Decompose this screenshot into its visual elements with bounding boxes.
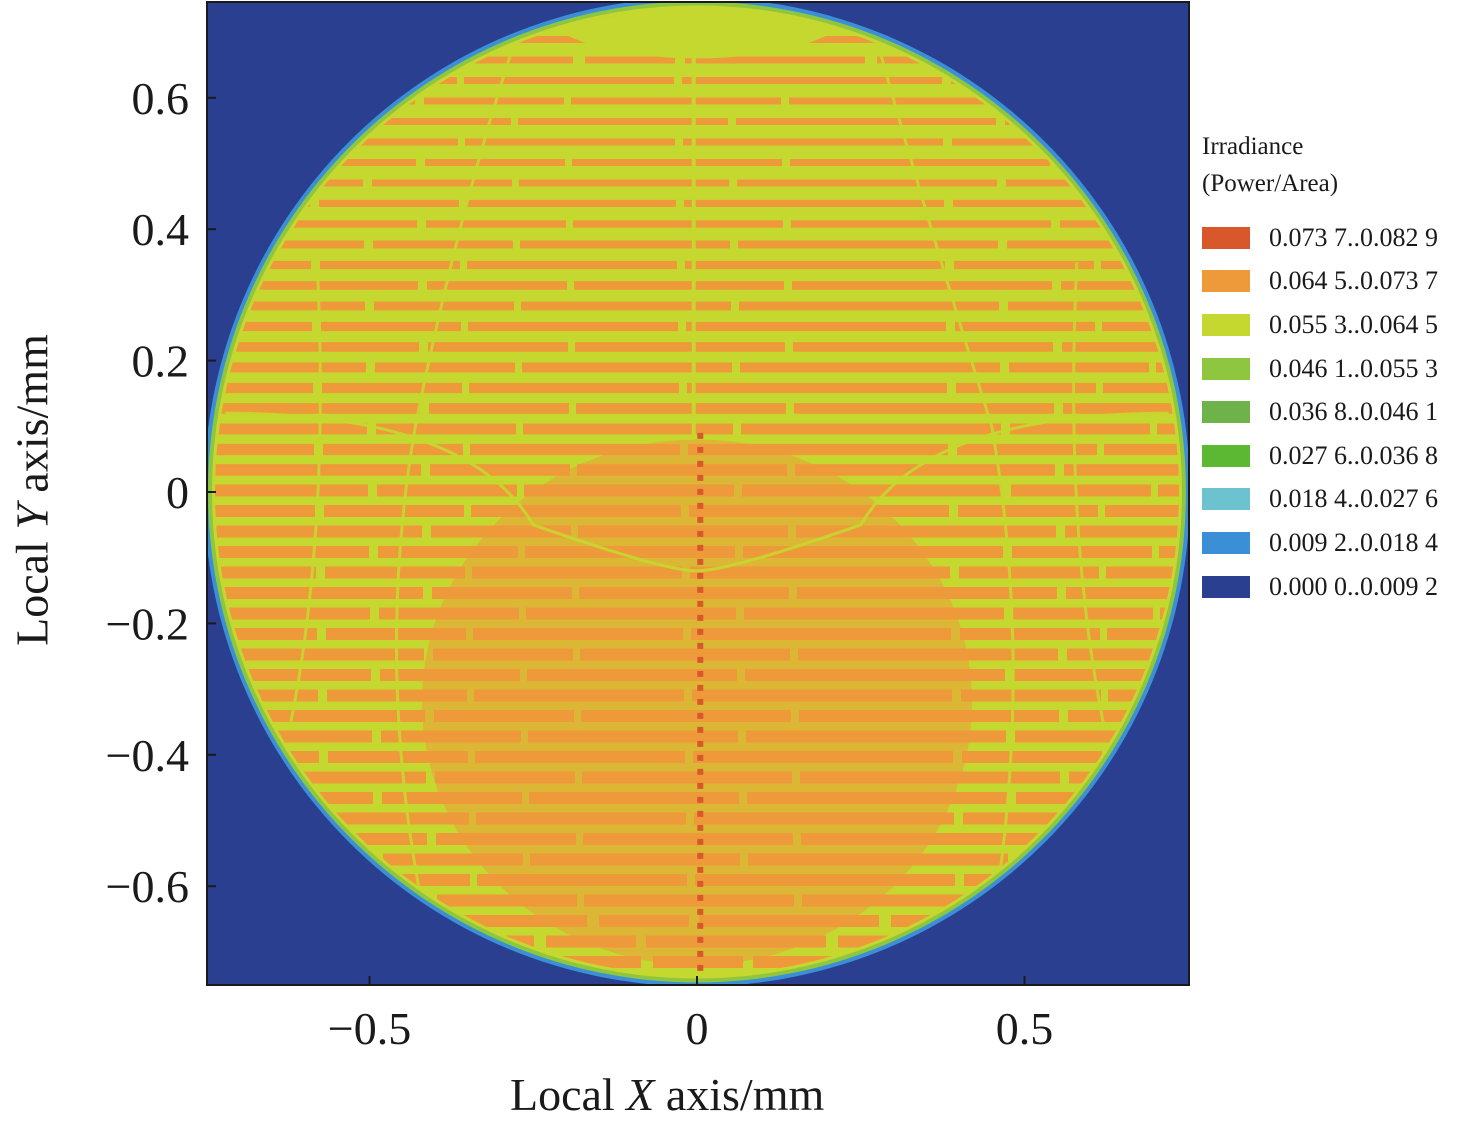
legend-swatch [1202, 575, 1250, 598]
contour-arc [696, 411, 1169, 573]
legend-title-line-1: Irradiance [1202, 133, 1304, 160]
contour-arc [225, 411, 698, 573]
legend-item: 0.036 8..0.046 1 [1202, 390, 1474, 434]
y-tick-label: 0 [166, 467, 189, 518]
legend-item: 0.009 2..0.018 4 [1202, 521, 1474, 565]
legend-label: 0.027 6..0.036 8 [1269, 440, 1438, 470]
contour-arc [865, 8, 1015, 966]
x-tick-label: −0.5 [328, 1003, 411, 1054]
legend-item: 0.018 4..0.027 6 [1202, 478, 1474, 522]
contour-arc [289, 261, 322, 723]
y-tick-label: 0.4 [132, 204, 190, 255]
x-axis-label: Local X axis/mm [510, 1069, 825, 1120]
legend-label: 0.000 0..0.009 2 [1269, 571, 1438, 601]
legend-item: 0.046 1..0.055 3 [1202, 347, 1474, 391]
legend-swatch [1202, 313, 1250, 336]
x-tick-label: 0 [686, 1003, 709, 1054]
top-cap [539, 8, 855, 59]
legend-item: 0.055 3..0.064 5 [1202, 303, 1474, 347]
legend-item: 0.000 0..0.009 2 [1202, 565, 1474, 609]
legend-swatch [1202, 270, 1250, 293]
y-tick-label: 0.2 [132, 336, 190, 387]
y-tick-label: −0.2 [106, 598, 189, 649]
legend-title: Irradiance (Power/Area) [1202, 128, 1474, 202]
legend-item: 0.073 7..0.082 9 [1202, 216, 1474, 260]
y-tick-label: −0.4 [106, 730, 189, 781]
legend-swatch [1202, 444, 1250, 467]
high-irradiance-core [421, 439, 973, 966]
legend-label: 0.009 2..0.018 4 [1269, 527, 1438, 557]
legend-swatch [1202, 357, 1250, 380]
legend-swatch [1202, 401, 1250, 424]
legend-label: 0.036 8..0.046 1 [1269, 397, 1438, 427]
legend: Irradiance (Power/Area) 0.073 7..0.082 9… [1202, 128, 1474, 608]
legend-title-line-2: (Power/Area) [1202, 170, 1339, 197]
y-tick-label: −0.6 [106, 861, 189, 912]
y-tick-label: 0.6 [132, 73, 190, 124]
legend-label: 0.064 5..0.073 7 [1269, 266, 1438, 296]
x-tick-label: 0.5 [996, 1003, 1054, 1054]
irradiance-map [207, 2, 1189, 985]
legend-item: 0.027 6..0.036 8 [1202, 434, 1474, 478]
legend-swatch [1202, 226, 1250, 249]
legend-label: 0.018 4..0.027 6 [1269, 484, 1438, 514]
legend-items: 0.073 7..0.082 9 0.064 5..0.073 7 0.055 3.… [1202, 216, 1474, 608]
contour-arc [1072, 261, 1105, 723]
y-axis-label: Local Y axis/mm [6, 334, 58, 646]
legend-label: 0.055 3..0.064 5 [1269, 309, 1438, 339]
legend-label: 0.046 1..0.055 3 [1269, 353, 1438, 383]
legend-swatch [1202, 488, 1250, 511]
legend-item: 0.064 5..0.073 7 [1202, 260, 1474, 304]
legend-label: 0.073 7..0.082 9 [1269, 222, 1438, 252]
legend-swatch [1202, 531, 1250, 554]
